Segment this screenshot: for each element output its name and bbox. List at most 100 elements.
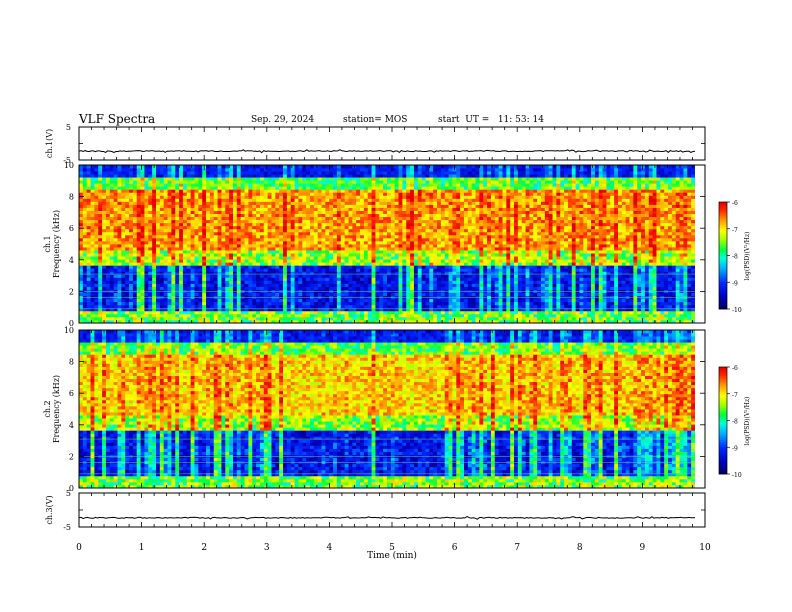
spectrogram-cell (259, 286, 265, 290)
spectrogram-cell (109, 195, 115, 199)
spectrogram-cell (348, 292, 353, 297)
spectrogram-cell (413, 177, 419, 181)
spectrogram-cell (194, 298, 199, 303)
spectrogram-cell (429, 222, 434, 227)
spectrogram-cell (79, 189, 84, 193)
spectrogram-cell (267, 274, 272, 278)
spectrogram-cell (202, 195, 207, 199)
spectrogram-cell (298, 292, 303, 297)
spectrogram-cell (367, 219, 372, 224)
spectrogram-cell (121, 171, 126, 175)
spectrogram-cell (190, 213, 195, 218)
spectrogram-cell (113, 268, 118, 272)
spectrogram-cell (171, 316, 176, 321)
spectrogram-cell (240, 292, 245, 297)
spectrogram-cell (410, 274, 415, 278)
spectrogram-cell (182, 174, 188, 178)
spectrogram-cell (79, 259, 84, 263)
spectrogram-cell (406, 304, 411, 309)
spectrogram-cell (421, 277, 426, 281)
spectrogram-cell (267, 310, 272, 315)
spectrogram-cell (333, 259, 338, 263)
spectrogram-cell (171, 295, 176, 300)
spectrogram-cell (244, 262, 249, 266)
spectrogram-cell (121, 298, 126, 303)
spectrogram-cell (213, 213, 218, 218)
spectrogram-cell (340, 277, 346, 281)
spectrogram-cell (125, 231, 130, 236)
spectrogram-cell (386, 256, 392, 260)
spectrogram-cell (429, 253, 434, 257)
spectrogram-cell (194, 271, 199, 275)
spectrogram-cell (344, 253, 349, 257)
spectrogram-cell (144, 171, 149, 175)
spectrogram-cell (221, 219, 226, 224)
spectrogram-cell (217, 271, 222, 275)
spectrogram-cell (171, 192, 176, 196)
spectrogram-cell (194, 286, 199, 290)
spectrogram-cell (163, 237, 168, 242)
spectrogram-cell (121, 256, 126, 260)
spectrogram-cell (363, 219, 369, 224)
spectrogram-cell (159, 213, 165, 218)
spectrogram-cell (175, 222, 180, 227)
spectrogram-cell (144, 216, 149, 221)
spectrogram-cell (179, 177, 184, 181)
spectrogram-cell (182, 268, 188, 272)
spectrogram-cell (317, 198, 322, 202)
spectrogram-cell (171, 177, 176, 181)
spectrogram-cell (410, 168, 415, 172)
spectrogram-cell (298, 313, 303, 318)
spectrogram-cell (232, 168, 238, 172)
spectrogram-cell (244, 195, 249, 199)
spectrogram-cell (248, 253, 253, 257)
spectrogram-cell (252, 298, 257, 303)
spectrogram-cell (225, 231, 230, 236)
spectrogram-cell (437, 250, 442, 254)
spectrogram-cell (256, 192, 261, 196)
spectrogram-cell (209, 295, 215, 300)
spectrogram-cell (286, 307, 292, 312)
spectrogram-cell (317, 265, 322, 269)
spectrogram-cell (429, 180, 434, 184)
spectrogram-cell (336, 295, 342, 300)
spectrogram-cell (79, 280, 84, 284)
spectrogram-cell (186, 304, 192, 309)
spectrogram-cell (271, 186, 276, 190)
spectrogram-cell (105, 186, 111, 190)
spectrogram-cell (325, 247, 330, 251)
spectrogram-cell (206, 240, 211, 245)
spectrogram-cell (202, 216, 207, 221)
spectrogram-cell (433, 244, 438, 248)
spectrogram-cell (140, 283, 145, 287)
spectrogram-cell (90, 225, 95, 230)
spectrogram-cell (232, 316, 238, 321)
spectrogram-cell (186, 234, 192, 239)
spectrogram-cell (79, 277, 84, 281)
spectrogram-cell (421, 189, 426, 193)
spectrogram-cell (398, 204, 403, 208)
spectrogram-cell (425, 304, 430, 309)
spectrogram-cell (410, 316, 415, 321)
spectrogram-cell (182, 277, 188, 281)
spectrogram-cell (321, 192, 326, 196)
spectrogram-cell (79, 268, 84, 272)
spectrogram-cell (213, 222, 218, 227)
spectrogram-cell (271, 307, 276, 312)
spectrogram-cell (290, 250, 295, 254)
spectrogram-cell (402, 213, 407, 218)
spectrogram-cell (437, 280, 442, 284)
spectrogram-cell (132, 271, 138, 275)
spectrogram-cell (375, 237, 380, 242)
spectrogram-cell (290, 280, 295, 284)
spectrogram-cell (82, 192, 88, 196)
spectrogram-cell (390, 265, 396, 269)
spectrogram-cell (375, 183, 380, 187)
spectrogram-cell (356, 265, 361, 269)
spectrogram-cell (286, 183, 292, 187)
spectrogram-cell (263, 201, 269, 205)
spectrogram-cell (152, 195, 157, 199)
spectrogram-cell (390, 292, 396, 297)
spectrogram-cell (298, 307, 303, 312)
spectrogram-cell (79, 253, 84, 257)
